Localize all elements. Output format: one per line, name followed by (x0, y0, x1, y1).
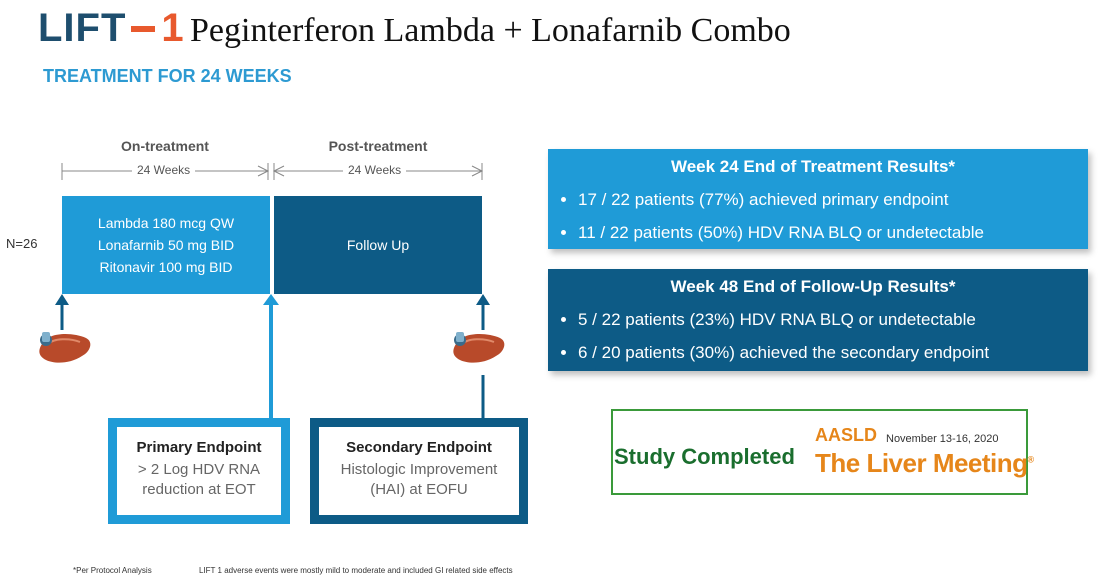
week48-result-item: 6 / 20 patients (30%) achieved the secon… (578, 336, 1078, 369)
week24-result-item: 11 / 22 patients (50%) HDV RNA BLQ or un… (578, 216, 1078, 249)
secondary-endpoint-title: Secondary Endpoint (346, 439, 492, 456)
logo-text: LIFT (38, 6, 127, 50)
primary-endpoint-title: Primary Endpoint (136, 439, 262, 456)
page-subtitle: TREATMENT FOR 24 WEEKS (43, 66, 292, 86)
liver-icon (39, 332, 91, 363)
sample-size: N=26 (6, 236, 38, 251)
regimen-line: Lambda 180 mcg QW (97, 215, 235, 231)
follow-up-box: Follow Up (274, 196, 482, 294)
on-treatment-weeks: 24 Weeks (132, 163, 196, 177)
study-completed-label: Study Completed (614, 444, 795, 469)
week24-results-panel: Week 24 End of Treatment Results* 17 / 2… (548, 149, 1088, 249)
liver-icon (453, 332, 505, 363)
liver-meeting-text: The Liver Meeting (815, 448, 1028, 478)
secondary-endpoint-box: Secondary Endpoint Histologic Improvemen… (310, 418, 528, 524)
week48-results-title: Week 48 End of Follow-Up Results* (670, 277, 956, 296)
week48-result-item: 5 / 22 patients (23%) HDV RNA BLQ or und… (578, 303, 1078, 336)
primary-endpoint-box: Primary Endpoint > 2 Log HDV RNA reducti… (108, 418, 290, 524)
meeting-date: November 13-16, 2020 (886, 433, 999, 445)
regimen-box: Lambda 180 mcg QW Lonafarnib 50 mg BID R… (62, 196, 270, 294)
primary-endpoint-line: > 2 Log HDV RNA (137, 461, 261, 478)
on-treatment-label: On-treatment (121, 138, 209, 154)
footnote-protocol: *Per Protocol Analysis (73, 566, 152, 575)
week24-results-title: Week 24 End of Treatment Results* (670, 157, 956, 176)
secondary-endpoint-line: Histologic Improvement (340, 461, 498, 478)
week24-result-item: 17 / 22 patients (77%) achieved primary … (578, 183, 1078, 216)
week48-results-panel: Week 48 End of Follow-Up Results* 5 / 22… (548, 269, 1088, 371)
post-treatment-label: Post-treatment (328, 138, 428, 154)
post-treatment-weeks: 24 Weeks (343, 163, 407, 177)
primary-endpoint-line: reduction at EOT (142, 481, 256, 498)
study-completed-box (611, 409, 1028, 495)
logo-number: 1 (161, 6, 185, 50)
logo-dash (131, 25, 156, 32)
page-title: Peginterferon Lambda + Lonafarnib Combo (190, 12, 791, 49)
regimen-line: Ritonavir 100 mg BID (99, 259, 233, 275)
liver-meeting-logo: The Liver Meeting® (815, 448, 1034, 479)
secondary-endpoint-line: (HAI) at EOFU (370, 481, 468, 498)
registered-mark: ® (1027, 454, 1035, 465)
aasld-logo-text: AASLD (815, 425, 877, 445)
footnote-adverse-events: LIFT 1 adverse events were mostly mild t… (199, 566, 513, 575)
lift-1-logo: LIFT 1 (38, 6, 185, 51)
regimen-line: Lonafarnib 50 mg BID (97, 237, 235, 253)
follow-up-label: Follow Up (346, 237, 410, 253)
